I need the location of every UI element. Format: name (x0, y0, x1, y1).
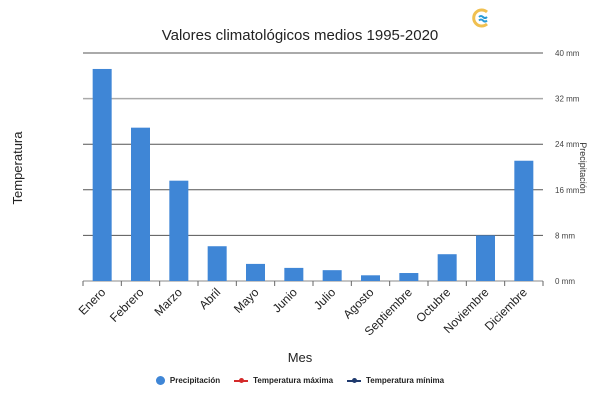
x-axis-label: Mes (288, 350, 313, 365)
bar-diciembre[interactable] (514, 160, 534, 281)
bar-agosto[interactable] (361, 275, 380, 281)
x-tick-label: Abril (196, 285, 223, 312)
bar-julio[interactable] (322, 270, 342, 281)
legend-item-temp-min[interactable]: Temperatura mínima (347, 376, 444, 385)
legend-label: Precipitación (169, 376, 221, 385)
y-tick-label: 16 mm (555, 186, 580, 195)
circle-marker-icon (155, 376, 165, 385)
y-tick-label: 40 mm (555, 49, 580, 58)
bar-abril[interactable] (207, 246, 227, 281)
x-tick-label: Julio (311, 285, 339, 313)
y-left-axis-label: Temperatura (10, 131, 25, 205)
bar-marzo[interactable] (169, 180, 189, 281)
legend-item-precipitation[interactable]: Precipitación (155, 376, 221, 385)
y-right-ticks: 0 mm 8 mm 16 mm 24 mm 32 mm 40 mm (555, 49, 580, 286)
gridlines (83, 52, 543, 282)
bar-septiembre[interactable] (399, 273, 419, 281)
y-tick-label: 32 mm (555, 95, 580, 104)
weather-logo-icon (472, 8, 488, 28)
bars (92, 68, 534, 282)
y-right-axis-label: Precipitación (578, 142, 588, 194)
bar-mayo[interactable] (246, 263, 265, 281)
bar-noviembre[interactable] (476, 235, 495, 281)
line-marker-icon (347, 377, 362, 385)
x-tick-label: Febrero (107, 285, 147, 325)
x-tick-label: Junio (270, 285, 300, 315)
x-tick-label: Mayo (231, 285, 262, 316)
legend-label: Temperatura mínima (366, 376, 445, 385)
y-tick-label: 8 mm (555, 231, 575, 240)
bar-febrero[interactable] (131, 127, 150, 281)
y-tick-label: 24 mm (555, 140, 580, 149)
legend-item-temp-max[interactable]: Temperatura máxima (234, 376, 333, 385)
x-tick-label: Diciembre (482, 285, 530, 333)
x-tick-label: Enero (76, 285, 109, 318)
legend: Precipitación Temperatura máxima Tempera… (0, 376, 600, 385)
bar-enero[interactable] (92, 68, 112, 282)
x-tick-label: Marzo (151, 285, 185, 319)
x-tick-label: Agosto (340, 285, 377, 322)
bar-junio[interactable] (284, 267, 304, 281)
chart-title: Valores climatológicos medios 1995-2020 (162, 27, 439, 44)
line-marker-icon (234, 377, 249, 385)
legend-label: Temperatura máxima (253, 376, 334, 385)
y-tick-label: 0 mm (555, 277, 575, 286)
bar-octubre[interactable] (437, 254, 457, 281)
